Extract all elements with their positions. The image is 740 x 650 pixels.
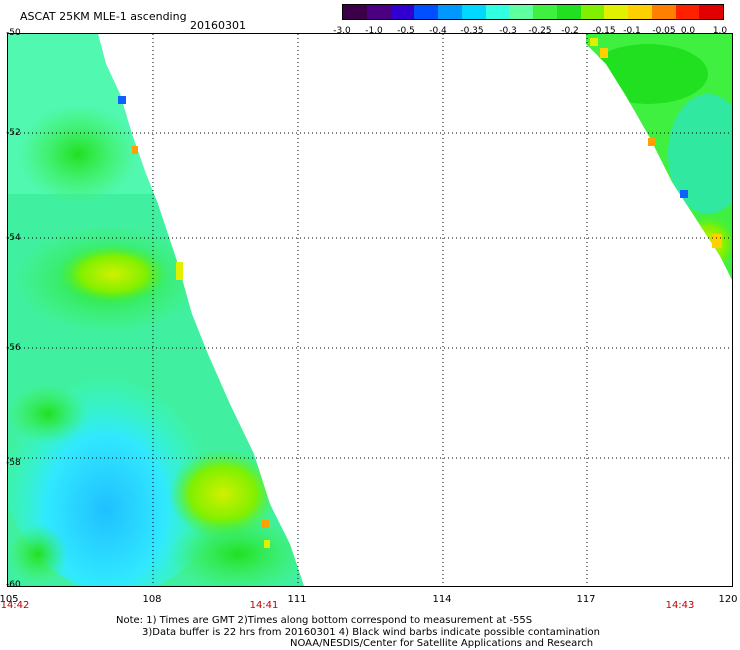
map-gridlines [8, 34, 732, 586]
y-tick-label: -58 [6, 458, 21, 468]
colorbar-label: 0.0 [680, 26, 696, 36]
colorbar-label: -0.25 [528, 26, 552, 36]
x-tick-label: 111 [287, 594, 307, 605]
colorbar-swatch [580, 5, 605, 19]
colorbar-swatch [461, 5, 486, 19]
map-date: 20160301 [190, 19, 246, 32]
colorbar-label: -0.05 [652, 26, 676, 36]
colorbar-swatch [390, 5, 415, 19]
x-tick-label: 105 [0, 594, 19, 605]
colorbar-swatch [343, 5, 367, 19]
colorbar-swatch [628, 5, 652, 19]
map-title: ASCAT 25KM MLE-1 ascending [20, 10, 187, 23]
time-label: 14:43 [665, 600, 695, 611]
colorbar-swatch [604, 5, 628, 19]
left-swath [8, 34, 304, 586]
colorbar-swatch [699, 5, 723, 19]
colorbar-swatch [509, 5, 533, 19]
colorbar [342, 4, 724, 20]
colorbar-swatch [414, 5, 438, 19]
footnote-line-1: Note: 1) Times are GMT 2)Times along bot… [116, 615, 533, 626]
colorbar-swatch [366, 5, 391, 19]
time-label: 14:42 [0, 600, 30, 611]
colorbar-swatch [556, 5, 581, 19]
y-tick-label: -60 [6, 580, 21, 590]
colorbar-label: -0.3 [499, 26, 517, 36]
colorbar-swatch [675, 5, 700, 19]
footnote-line-2: 3)Data buffer is 22 hrs from 20160301 4)… [142, 627, 600, 638]
right-swath [586, 34, 732, 280]
colorbar-label: -0.15 [592, 26, 616, 36]
colorbar-label: -3.0 [333, 26, 351, 36]
y-tick-label: -50 [6, 28, 21, 38]
x-tick-label: 114 [432, 594, 452, 605]
x-tick-label: 117 [576, 594, 596, 605]
time-label: 14:41 [249, 600, 279, 611]
colorbar-label: -0.35 [460, 26, 484, 36]
y-tick-label: -52 [6, 128, 21, 138]
y-tick-label: -56 [6, 343, 21, 353]
y-tick-label: -54 [6, 233, 21, 243]
colorbar-swatch [438, 5, 462, 19]
colorbar-swatch [651, 5, 676, 19]
colorbar-label: -1.0 [365, 26, 383, 36]
x-tick-label: 120 [718, 594, 738, 605]
colorbar-label: -0.5 [397, 26, 415, 36]
colorbar-label: -0.1 [623, 26, 641, 36]
map-swath-svg [8, 34, 732, 586]
x-tick-label: 108 [142, 594, 162, 605]
colorbar-label: -0.4 [429, 26, 447, 36]
map-plot-area [7, 33, 733, 587]
colorbar-labels: -3.0 -1.0 -0.5 -0.4 -0.35 -0.3 -0.25 -0.… [330, 26, 735, 38]
colorbar-swatch [485, 5, 510, 19]
colorbar-label: -0.2 [561, 26, 579, 36]
colorbar-label: 1.0 [712, 26, 728, 36]
colorbar-swatch [533, 5, 557, 19]
footnote-line-3: NOAA/NESDIS/Center for Satellite Applica… [290, 638, 594, 649]
